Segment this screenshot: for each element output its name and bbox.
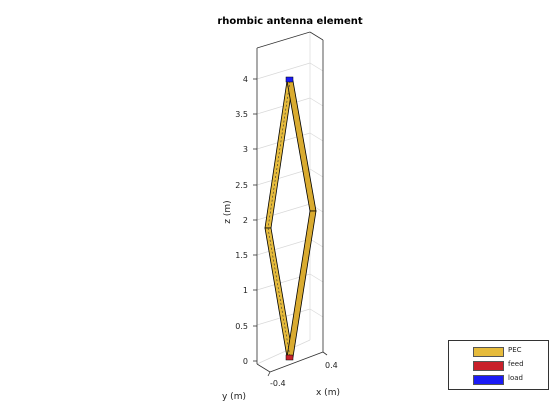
conductor-arm-lower-right bbox=[286, 210, 317, 358]
z-tick-labels: 0 0.5 1 1.5 2 2.5 3 3.5 4 bbox=[235, 75, 248, 366]
feed-marker bbox=[285, 354, 294, 361]
z-tick-label: 3 bbox=[243, 145, 248, 154]
x-axis-label: x (m) bbox=[316, 388, 340, 398]
legend-swatch-load bbox=[473, 375, 504, 385]
z-tick-label: 4 bbox=[243, 75, 248, 84]
z-ticks bbox=[253, 78, 257, 362]
legend[interactable]: PEC feed load bbox=[448, 340, 549, 390]
legend-label: load bbox=[508, 374, 523, 382]
z-tick-label: 0.5 bbox=[235, 322, 248, 331]
legend-label: feed bbox=[508, 360, 524, 368]
rhombus-conductor bbox=[264, 80, 317, 358]
plot-title: rhombic antenna element bbox=[217, 16, 363, 27]
axes-box bbox=[256, 31, 324, 373]
legend-swatch-feed bbox=[473, 361, 504, 371]
z-tick-label: 1 bbox=[243, 286, 248, 295]
z-tick-label: 0 bbox=[243, 357, 248, 366]
legend-label: PEC bbox=[508, 346, 522, 354]
load-marker bbox=[285, 76, 294, 83]
x-tick-label: 0.4 bbox=[325, 361, 338, 370]
legend-swatch-pec bbox=[473, 347, 504, 357]
legend-item-feed: feed bbox=[449, 358, 549, 372]
z-axis-label: z (m) bbox=[223, 200, 233, 223]
y-tick-label: -0.4 bbox=[270, 379, 286, 388]
legend-item-pec: PEC bbox=[449, 344, 549, 358]
legend-item-load: load bbox=[449, 372, 549, 386]
conductor-arm-upper-left bbox=[264, 80, 294, 229]
z-tick-label: 2 bbox=[243, 216, 248, 225]
z-tick-label: 1.5 bbox=[235, 251, 248, 260]
y-axis-label: y (m) bbox=[222, 392, 246, 402]
z-tick-label: 3.5 bbox=[235, 110, 248, 119]
z-tick-label: 2.5 bbox=[235, 181, 248, 190]
